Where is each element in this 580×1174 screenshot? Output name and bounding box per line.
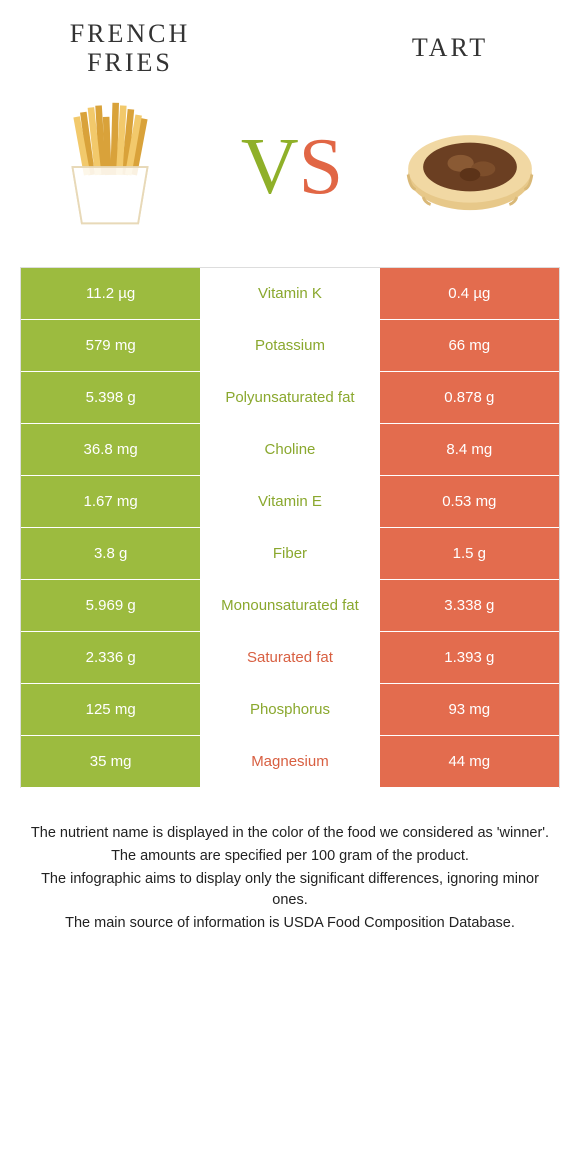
images-row: V S <box>20 87 560 267</box>
right-value: 8.4 mg <box>380 424 559 475</box>
nutrient-label: Fiber <box>200 528 379 579</box>
right-value: 1.393 g <box>380 632 559 683</box>
left-value: 1.67 mg <box>21 476 200 527</box>
table-row: 5.969 gMonounsaturated fat3.338 g <box>21 580 559 632</box>
left-value: 3.8 g <box>21 528 200 579</box>
right-value: 0.53 mg <box>380 476 559 527</box>
table-row: 579 mgPotassium66 mg <box>21 320 559 372</box>
nutrient-label: Potassium <box>200 320 379 371</box>
nutrient-label: Magnesium <box>200 736 379 787</box>
footnotes: The nutrient name is displayed in the co… <box>20 788 560 934</box>
infographic-container: French fries Tart <box>0 0 580 956</box>
right-value: 66 mg <box>380 320 559 371</box>
table-row: 35 mgMagnesium44 mg <box>21 736 559 788</box>
left-value: 36.8 mg <box>21 424 200 475</box>
footnote-line: The amounts are specified per 100 gram o… <box>30 846 550 867</box>
right-value: 0.4 µg <box>380 268 559 319</box>
footnote-line: The nutrient name is displayed in the co… <box>30 823 550 844</box>
table-row: 11.2 µgVitamin K0.4 µg <box>21 268 559 320</box>
table-row: 5.398 gPolyunsaturated fat0.878 g <box>21 372 559 424</box>
footnote-line: The infographic aims to display only the… <box>30 869 550 911</box>
right-value: 93 mg <box>380 684 559 735</box>
footnote-line: The main source of information is USDA F… <box>30 913 550 934</box>
left-food-image <box>30 87 190 247</box>
left-value: 5.969 g <box>21 580 200 631</box>
table-row: 125 mgPhosphorus93 mg <box>21 684 559 736</box>
right-value: 1.5 g <box>380 528 559 579</box>
left-food-title: French fries <box>40 20 220 77</box>
nutrient-label: Choline <box>200 424 379 475</box>
left-value: 35 mg <box>21 736 200 787</box>
left-value: 579 mg <box>21 320 200 371</box>
table-row: 1.67 mgVitamin E0.53 mg <box>21 476 559 528</box>
nutrient-label: Monounsaturated fat <box>200 580 379 631</box>
vs-label: V S <box>241 122 339 213</box>
nutrient-label: Vitamin K <box>200 268 379 319</box>
left-value: 11.2 µg <box>21 268 200 319</box>
nutrient-table: 11.2 µgVitamin K0.4 µg579 mgPotassium66 … <box>20 267 560 788</box>
table-row: 2.336 gSaturated fat1.393 g <box>21 632 559 684</box>
right-food-image <box>390 87 550 247</box>
right-value: 0.878 g <box>380 372 559 423</box>
header-titles: French fries Tart <box>20 20 560 87</box>
right-value: 3.338 g <box>380 580 559 631</box>
left-value: 125 mg <box>21 684 200 735</box>
vs-s: S <box>299 122 340 213</box>
nutrient-label: Vitamin E <box>200 476 379 527</box>
nutrient-label: Phosphorus <box>200 684 379 735</box>
left-value: 5.398 g <box>21 372 200 423</box>
right-value: 44 mg <box>380 736 559 787</box>
vs-v: V <box>241 122 299 213</box>
table-row: 36.8 mgCholine8.4 mg <box>21 424 559 476</box>
table-row: 3.8 gFiber1.5 g <box>21 528 559 580</box>
left-value: 2.336 g <box>21 632 200 683</box>
right-food-title: Tart <box>360 34 540 63</box>
nutrient-label: Polyunsaturated fat <box>200 372 379 423</box>
nutrient-label: Saturated fat <box>200 632 379 683</box>
